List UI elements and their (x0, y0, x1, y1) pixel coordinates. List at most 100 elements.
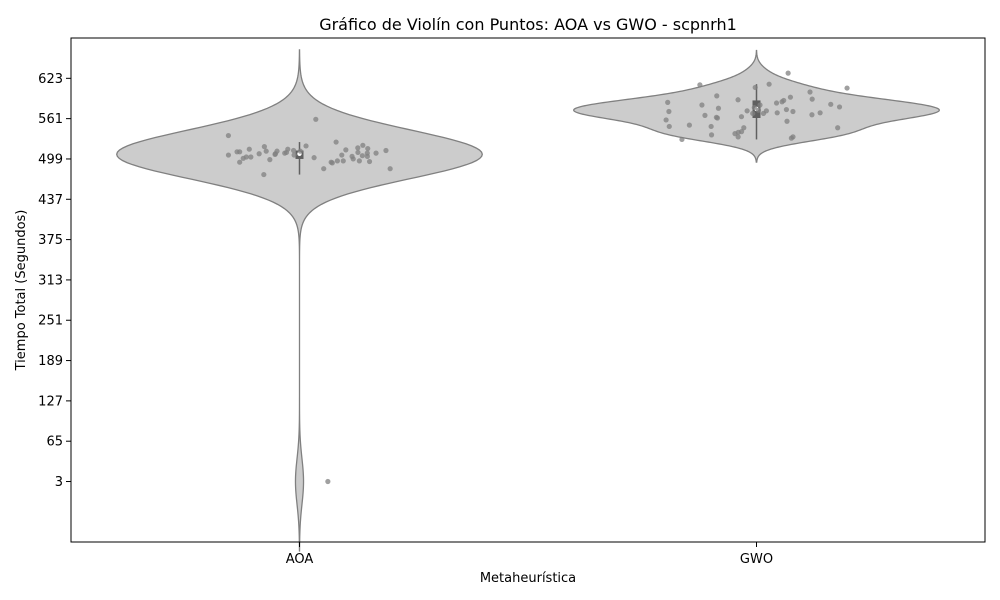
y-tick-label: 313 (38, 273, 63, 288)
chart-title: Gráfico de Violín con Puntos: AOA vs GWO… (319, 15, 737, 34)
data-point (787, 94, 794, 100)
data-point (755, 107, 762, 113)
data-point (714, 93, 720, 99)
data-point (828, 101, 834, 107)
data-point (355, 149, 361, 156)
data-point (757, 102, 763, 108)
data-point (261, 144, 267, 150)
data-point (663, 117, 669, 123)
y-tick-label: 189 (38, 354, 63, 369)
data-point (261, 171, 267, 178)
data-point (225, 152, 232, 158)
data-point (291, 152, 297, 158)
data-point (349, 153, 355, 159)
axes-frame (70, 37, 986, 543)
data-point (784, 118, 790, 124)
data-point (243, 154, 249, 160)
y-tick-label: 437 (38, 193, 63, 208)
data-point (366, 158, 373, 165)
data-point (373, 150, 379, 156)
data-point (356, 158, 362, 164)
data-point (339, 152, 345, 158)
plot-area (116, 49, 940, 552)
data-point (836, 104, 843, 110)
data-point (274, 148, 280, 154)
data-point (246, 146, 252, 152)
data-point (751, 104, 757, 111)
data-point (313, 116, 319, 122)
data-point (325, 478, 331, 485)
data-point (790, 108, 796, 115)
data-point (699, 102, 705, 108)
data-point (752, 84, 758, 91)
data-point (666, 108, 672, 115)
data-point (763, 108, 769, 114)
data-point (785, 70, 791, 76)
data-point (702, 112, 708, 118)
y-tick-label: 65 (46, 435, 63, 450)
x-tick-label: GWO (740, 552, 773, 567)
data-point (783, 106, 790, 113)
data-point (708, 132, 715, 138)
data-point (766, 81, 772, 87)
data-point (237, 159, 243, 165)
data-point (297, 148, 303, 154)
data-point (355, 145, 361, 151)
data-point (328, 159, 334, 165)
data-point (290, 147, 297, 154)
data-point (225, 132, 231, 139)
x-tick-label: AOA (286, 552, 314, 567)
data-point (738, 129, 745, 135)
data-point (267, 157, 273, 163)
y-tick-label: 499 (38, 152, 63, 167)
data-point (697, 82, 703, 88)
data-point (735, 97, 741, 103)
y-axis-label: Tiempo Total (Segundos) (14, 210, 29, 372)
data-point (790, 134, 796, 140)
axis-ticks: 3 65 127 189 251 313 375 437 499 561 623 AOA GWO (38, 72, 773, 567)
data-point (256, 151, 262, 157)
violin-body (116, 49, 483, 552)
data-point (311, 155, 317, 161)
data-point (360, 142, 366, 148)
data-point (809, 112, 815, 118)
y-tick-label: 3 (55, 475, 63, 490)
y-tick-label: 375 (38, 233, 63, 248)
data-point (773, 100, 780, 106)
data-point (686, 122, 692, 128)
data-point (708, 123, 714, 130)
data-point (781, 97, 787, 104)
y-tick-label: 561 (38, 112, 63, 127)
data-point (321, 166, 327, 172)
data-point (387, 166, 393, 172)
data-point (741, 125, 747, 131)
data-point (340, 158, 346, 164)
data-point (809, 96, 815, 102)
data-point (248, 154, 254, 160)
data-point (715, 105, 722, 111)
data-point (713, 114, 719, 120)
data-point (679, 136, 685, 143)
data-point (807, 89, 813, 95)
data-point (383, 147, 389, 154)
data-point (333, 139, 339, 145)
data-point (750, 110, 756, 117)
data-point (334, 158, 340, 164)
y-tick-label: 623 (38, 72, 63, 87)
data-point (303, 143, 309, 149)
data-point (844, 85, 850, 91)
data-point (738, 114, 745, 120)
y-tick-label: 251 (38, 314, 63, 329)
data-point (285, 146, 291, 152)
data-point (666, 123, 672, 130)
data-point (817, 110, 823, 116)
data-point (359, 153, 365, 159)
data-point (744, 108, 750, 114)
data-point (234, 149, 240, 155)
data-point (365, 145, 371, 152)
data-point (835, 125, 841, 131)
data-point (735, 134, 741, 140)
y-tick-label: 127 (38, 394, 63, 409)
